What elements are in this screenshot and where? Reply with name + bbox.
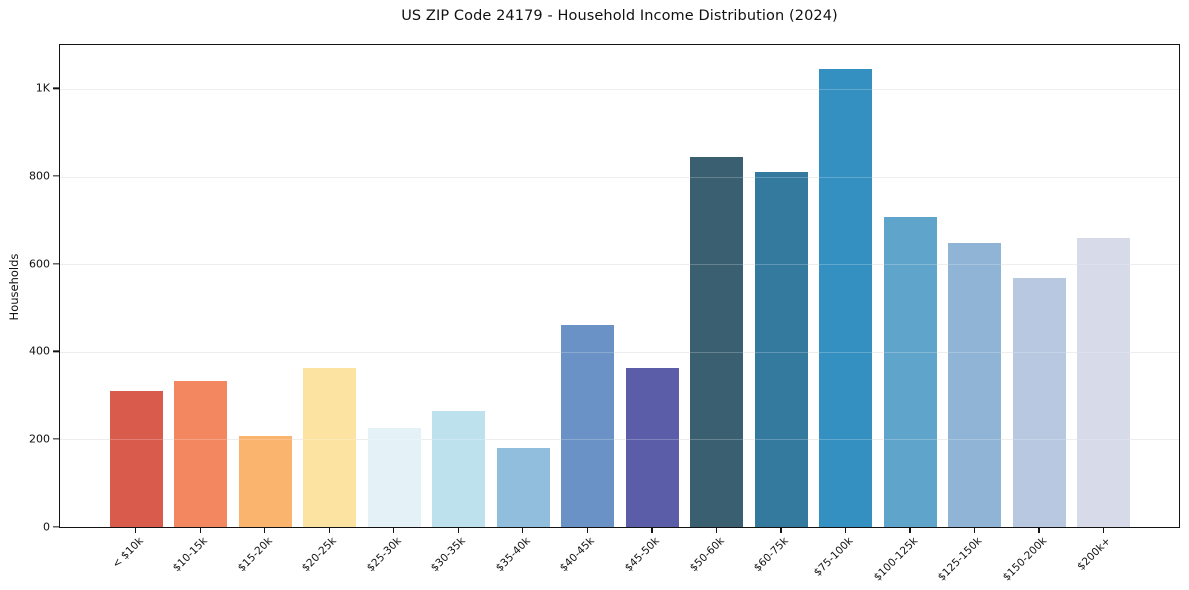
bar-16-200k+	[1077, 238, 1131, 527]
x-tick-mark	[715, 528, 718, 533]
x-tick-label-3: $15-20k	[235, 535, 275, 575]
x-tick-mark	[393, 528, 395, 533]
y-tick-mark	[52, 525, 59, 528]
y-tick-label-800: 800	[29, 169, 50, 183]
bar-2-10-15k	[174, 381, 228, 527]
y-tick-label-600: 600	[29, 257, 50, 271]
x-tick-label-15: $150-200k	[1000, 535, 1049, 584]
gridlines-layer	[60, 45, 1179, 527]
y-tick-mark	[52, 438, 59, 440]
x-tick-mark	[844, 528, 847, 533]
gridline-overlay-y-600	[60, 264, 1179, 266]
x-tick-mark	[522, 528, 524, 533]
x-tick-mark	[586, 528, 588, 533]
bar-9-45-50k	[625, 368, 679, 527]
x-tick-label-6: $30-35k	[429, 535, 469, 575]
y-tick-label-1K: 1K	[35, 81, 50, 95]
bar-8-40-45k	[561, 324, 615, 527]
x-tick-mark	[135, 528, 137, 533]
x-tick-label-16: $200k+	[1075, 535, 1114, 573]
x-tick-mark	[973, 528, 976, 533]
x-tick-label-13: $100-125k	[871, 535, 920, 584]
x-tick-label-1: < $10k	[109, 535, 146, 571]
bar-6-30-35k	[432, 411, 486, 527]
bar-1-10k	[109, 390, 163, 527]
bar-7-35-40k	[496, 447, 550, 527]
y-tick-label-400: 400	[29, 344, 50, 358]
bar-12-75-100k	[819, 68, 873, 527]
y-tick-mark	[52, 175, 59, 177]
x-tick-mark	[457, 528, 459, 533]
gridline-y-200	[60, 439, 1179, 441]
bar-11-60-75k	[754, 171, 808, 527]
x-tick-label-14: $125-150k	[935, 535, 985, 584]
bar-14-125-150k	[948, 243, 1002, 527]
bars-layer	[60, 45, 1179, 527]
x-tick-label-7: $35-40k	[493, 535, 533, 575]
x-tick-label-9: $45-50k	[622, 535, 662, 575]
x-tick-label-5: $25-30k	[364, 535, 404, 575]
gridline-overlay-y-400	[60, 351, 1179, 353]
chart-title: US ZIP Code 24179 - Household Income Dis…	[401, 8, 838, 24]
gridline-y-1000	[60, 88, 1179, 90]
x-tick-label-12: $75-100k	[811, 535, 856, 579]
x-tick-mark	[1102, 528, 1105, 533]
plot-area	[59, 44, 1180, 528]
x-tick-mark	[780, 528, 782, 533]
gridline-y-800	[60, 176, 1179, 178]
bar-5-25-30k	[367, 428, 421, 527]
gridline-overlay-y-1000	[60, 88, 1179, 90]
bar-10-50-60k	[690, 157, 744, 527]
x-tick-mark	[328, 528, 330, 533]
x-tick-mark	[1038, 528, 1040, 533]
x-tick-label-11: $60-75k	[751, 535, 791, 575]
bar-3-15-20k	[238, 436, 292, 527]
x-tick-label-10: $50-60k	[687, 535, 727, 575]
bar-4-20-25k	[303, 367, 357, 527]
gridlines-overlay-layer	[60, 45, 1179, 527]
gridline-y-400	[60, 351, 1179, 353]
y-tick-mark	[52, 350, 59, 352]
x-tick-mark	[651, 528, 653, 533]
bar-15-150-200k	[1012, 277, 1066, 527]
x-tick-mark	[909, 528, 911, 533]
bar-13-100-125k	[883, 217, 937, 527]
y-tick-label-0: 0	[43, 520, 50, 533]
y-axis-label: Households	[7, 253, 21, 321]
y-tick-mark	[52, 87, 59, 90]
y-tick-label-200: 200	[29, 432, 50, 446]
y-tick-mark	[52, 263, 59, 265]
x-tick-label-4: $20-25k	[299, 535, 340, 575]
x-tick-mark	[264, 528, 266, 533]
x-tick-label-2: $10-15k	[170, 535, 211, 575]
gridline-y-600	[60, 264, 1179, 266]
gridline-overlay-y-800	[60, 176, 1179, 178]
x-tick-label-8: $40-45k	[558, 535, 598, 575]
x-tick-mark	[199, 528, 201, 533]
gridline-overlay-y-200	[60, 439, 1179, 441]
